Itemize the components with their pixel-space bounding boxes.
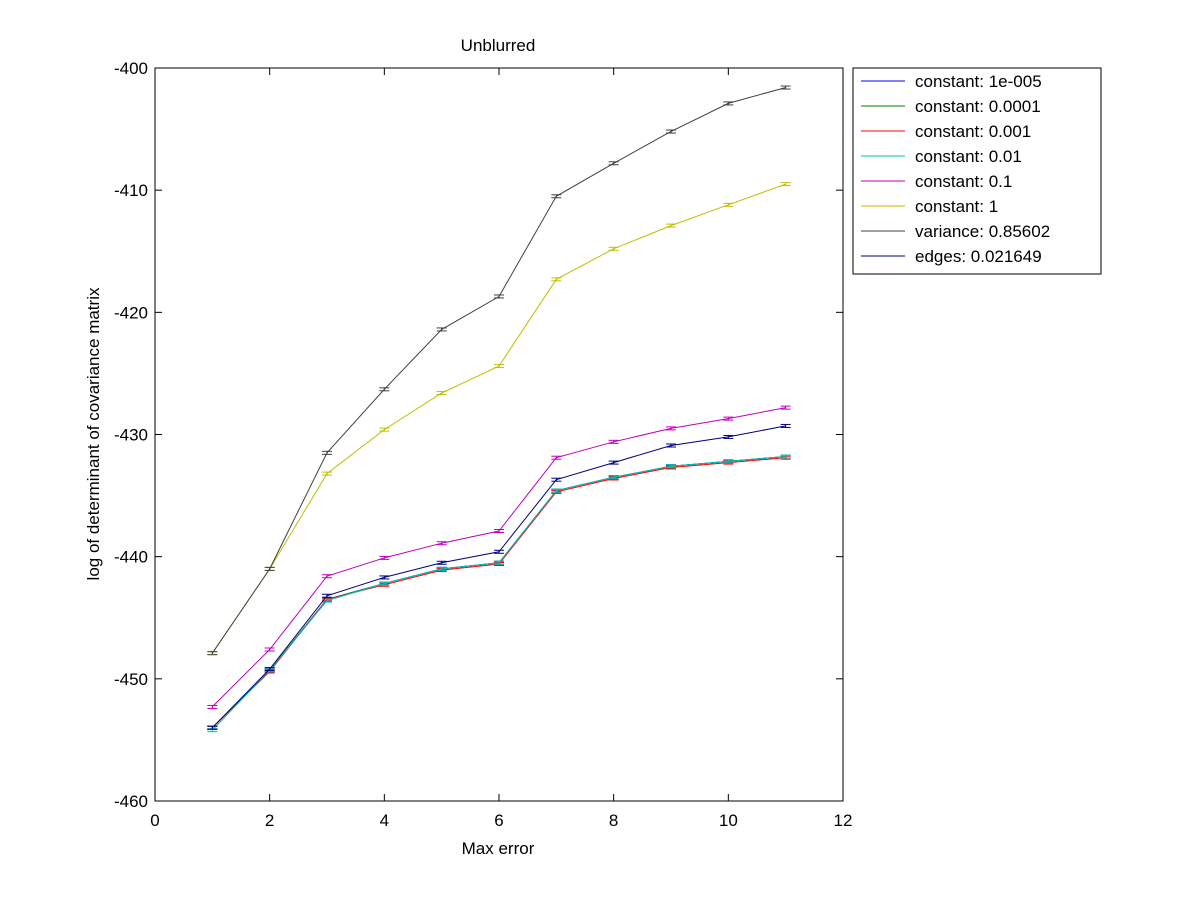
error-bar: [723, 416, 734, 421]
error-bar: [264, 647, 275, 652]
error-bar: [494, 560, 504, 565]
error-bar: [608, 475, 619, 480]
error-bar: [608, 246, 619, 251]
y-axis-label: log of determinant of covariance matrix: [84, 287, 103, 580]
y-axis: -460 -450 -440 -430 -420 -410 -400: [114, 59, 843, 811]
chart-title: Unblurred: [461, 36, 536, 55]
error-bar: [780, 405, 791, 410]
x-tick-label: 12: [834, 811, 853, 830]
error-bar: [723, 101, 734, 106]
x-axis-label: Max error: [462, 839, 535, 858]
error-bar: [608, 460, 619, 465]
error-bar: [551, 277, 562, 282]
error-bar: [436, 390, 447, 395]
error-bar: [723, 459, 734, 464]
error-bar: [723, 434, 734, 439]
y-tick-label: -460: [114, 792, 148, 811]
series-8: [207, 423, 791, 730]
error-bar: [207, 725, 218, 730]
error-bar: [322, 598, 332, 603]
legend-item: constant: 0.01: [861, 147, 1022, 166]
error-bar: [379, 427, 390, 432]
error-bar: [780, 182, 791, 187]
error-bar: [551, 194, 562, 199]
error-bar: [723, 202, 734, 207]
error-bar: [379, 575, 390, 580]
error-bar: [608, 161, 619, 166]
y-tick-label: -430: [114, 426, 148, 445]
legend-item: constant: 1e-005: [861, 72, 1042, 91]
x-tick-label: 6: [494, 811, 503, 830]
error-bar: [436, 541, 447, 546]
error-bar: [780, 454, 791, 459]
y-tick-label: -420: [114, 303, 148, 322]
error-bar: [379, 555, 390, 560]
plot-area: [154, 67, 844, 802]
legend-item: constant: 0.001: [861, 122, 1031, 141]
series-4: [207, 454, 791, 733]
legend: constant: 1e-005 constant: 0.0001 constant…: [852, 67, 1102, 275]
error-bar: [436, 566, 447, 571]
legend-label: constant: 1e-005: [915, 72, 1042, 91]
series-layer: [207, 85, 791, 733]
legend-item: constant: 0.1: [861, 172, 1012, 191]
error-bar: [666, 129, 676, 134]
x-tick-label: 10: [719, 811, 738, 830]
legend-label: variance: 0.85602: [915, 222, 1050, 241]
legend-label: constant: 0.1: [915, 172, 1012, 191]
x-axis: 0 2 4 6 8 10 12: [150, 68, 852, 830]
error-bar: [551, 477, 562, 482]
error-bar: [551, 488, 562, 493]
x-tick-label: 2: [265, 811, 274, 830]
error-bar: [666, 426, 676, 431]
error-bar: [322, 593, 332, 598]
y-tick-label: -440: [114, 548, 148, 567]
legend-item: constant: 0.0001: [861, 97, 1041, 116]
legend-label: constant: 0.001: [915, 122, 1031, 141]
error-bar: [494, 529, 504, 534]
legend-item: constant: 1: [861, 197, 998, 216]
x-tick-label: 8: [609, 811, 618, 830]
x-tick-label: 4: [380, 811, 389, 830]
legend-label: constant: 1: [915, 197, 998, 216]
legend-label: constant: 0.01: [915, 147, 1022, 166]
legend-item: variance: 0.85602: [861, 222, 1050, 241]
error-bar: [666, 223, 676, 228]
error-bar: [207, 704, 218, 709]
error-bar: [494, 364, 504, 369]
error-bar: [379, 581, 390, 586]
error-bar: [322, 450, 332, 455]
error-bar: [379, 387, 390, 392]
error-bar: [436, 327, 447, 332]
series-7: [207, 85, 791, 656]
y-tick-label: -450: [114, 670, 148, 689]
error-bar: [551, 455, 562, 460]
error-bar: [666, 464, 676, 469]
error-bar: [207, 651, 218, 656]
y-tick-label: -410: [114, 181, 148, 200]
legend-box: [852, 67, 1102, 275]
y-tick-label: -400: [114, 59, 148, 78]
x-tick-label: 0: [150, 811, 159, 830]
error-bar: [322, 471, 332, 476]
error-bar: [666, 443, 676, 448]
error-bar: [494, 549, 504, 554]
error-bar: [264, 566, 275, 571]
legend-label: edges: 0.021649: [915, 247, 1042, 266]
error-bar: [264, 667, 275, 672]
legend-item: edges: 0.021649: [861, 247, 1042, 266]
error-bar: [780, 423, 791, 428]
series-5: [207, 405, 791, 709]
error-bar: [608, 439, 619, 444]
legend-label: constant: 0.0001: [915, 97, 1041, 116]
error-bar: [436, 560, 447, 565]
error-bar: [494, 294, 504, 299]
error-bar: [780, 85, 791, 90]
error-bar: [322, 574, 332, 579]
